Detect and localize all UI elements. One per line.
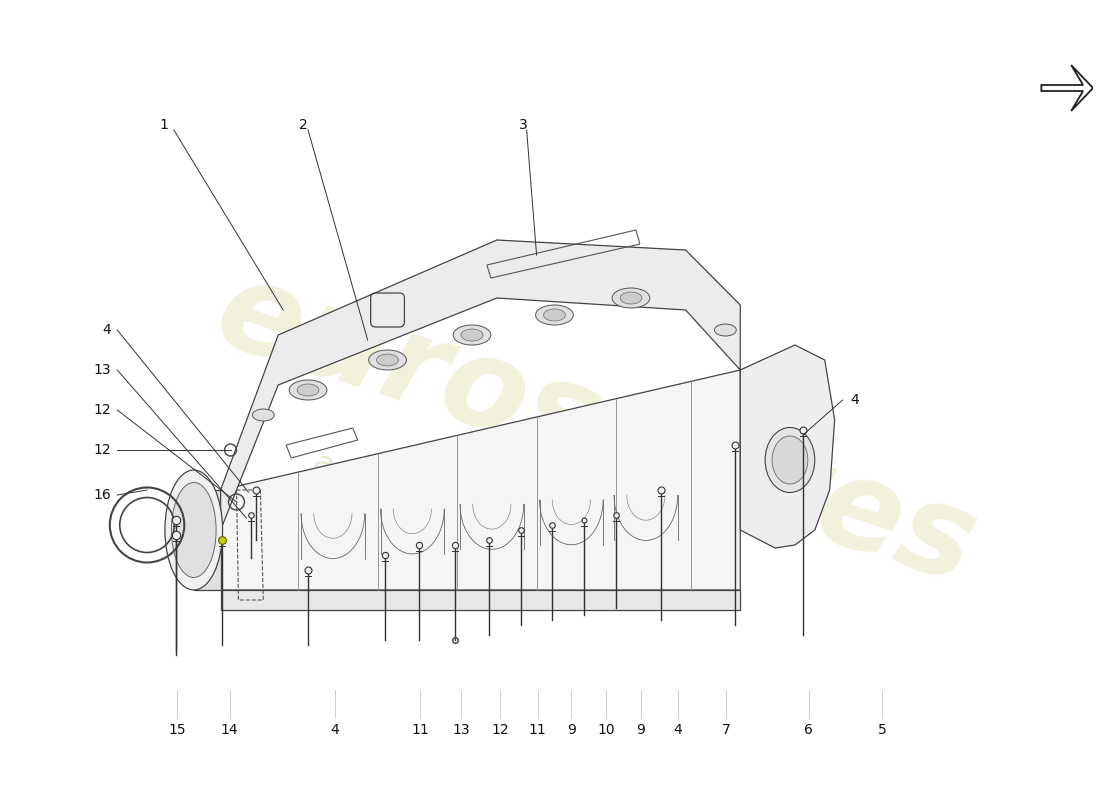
Text: 11: 11 bbox=[529, 723, 547, 737]
Ellipse shape bbox=[620, 292, 642, 304]
Ellipse shape bbox=[368, 350, 406, 370]
Text: 11: 11 bbox=[411, 723, 429, 737]
Ellipse shape bbox=[766, 427, 815, 493]
Ellipse shape bbox=[536, 305, 573, 325]
Ellipse shape bbox=[453, 325, 491, 345]
Ellipse shape bbox=[612, 288, 650, 308]
Ellipse shape bbox=[252, 409, 274, 421]
Text: 5: 5 bbox=[878, 723, 887, 737]
Ellipse shape bbox=[543, 309, 565, 321]
Text: 1: 1 bbox=[160, 118, 168, 132]
Text: 14: 14 bbox=[221, 723, 239, 737]
Text: 9: 9 bbox=[566, 723, 575, 737]
Text: a passion for cars since 1985: a passion for cars since 1985 bbox=[310, 447, 744, 613]
Ellipse shape bbox=[172, 482, 216, 578]
Polygon shape bbox=[221, 590, 740, 610]
Polygon shape bbox=[221, 370, 740, 590]
Text: 7: 7 bbox=[722, 723, 730, 737]
Polygon shape bbox=[221, 240, 740, 530]
Ellipse shape bbox=[289, 380, 327, 400]
Ellipse shape bbox=[461, 329, 483, 341]
Text: 3: 3 bbox=[519, 118, 528, 132]
Ellipse shape bbox=[376, 354, 398, 366]
Ellipse shape bbox=[165, 470, 222, 590]
Text: 6: 6 bbox=[804, 723, 813, 737]
Text: 15: 15 bbox=[168, 723, 186, 737]
Text: 13: 13 bbox=[94, 363, 111, 377]
Text: 9: 9 bbox=[637, 723, 646, 737]
Text: eurospares: eurospares bbox=[201, 250, 991, 610]
Text: 4: 4 bbox=[102, 323, 111, 337]
Text: 4: 4 bbox=[330, 723, 339, 737]
Ellipse shape bbox=[714, 324, 736, 336]
Ellipse shape bbox=[297, 384, 319, 396]
Text: 12: 12 bbox=[94, 403, 111, 417]
Polygon shape bbox=[194, 490, 221, 590]
Text: 10: 10 bbox=[597, 723, 615, 737]
Ellipse shape bbox=[772, 436, 807, 484]
Text: 4: 4 bbox=[673, 723, 682, 737]
Text: 16: 16 bbox=[94, 488, 111, 502]
Text: 12: 12 bbox=[94, 443, 111, 457]
Text: 4: 4 bbox=[850, 393, 859, 407]
Text: 13: 13 bbox=[452, 723, 470, 737]
Polygon shape bbox=[740, 345, 835, 548]
Text: 2: 2 bbox=[299, 118, 307, 132]
Text: 12: 12 bbox=[491, 723, 508, 737]
